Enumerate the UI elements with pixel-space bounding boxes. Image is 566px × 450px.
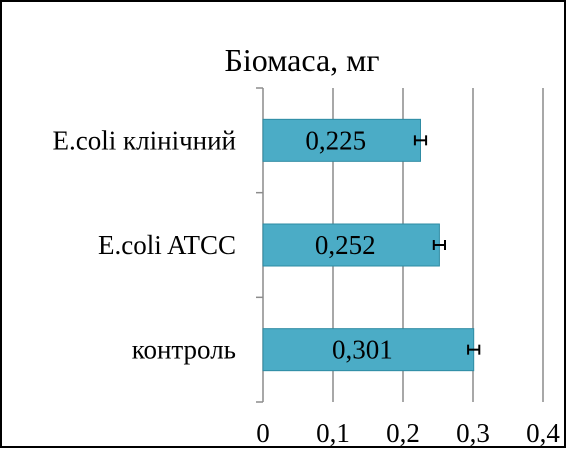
data-label: 0,252	[315, 230, 376, 260]
bar	[262, 328, 475, 372]
y-axis	[256, 87, 264, 403]
category-label: контроль	[132, 335, 236, 365]
bars	[262, 118, 481, 372]
data-label: 0,301	[332, 335, 393, 365]
bar	[262, 223, 440, 267]
category-label: E.coli ATCC	[98, 230, 236, 260]
data-label: 0,225	[305, 125, 366, 155]
x-tick-label: 0,4	[526, 418, 560, 448]
labels: 0 0,1 0,2 0,3 0,4 0,225 E.coli клінічний 0,252 E…	[53, 125, 561, 448]
x-tick-label: 0,1	[316, 418, 350, 448]
x-tick-label: 0,2	[386, 418, 420, 448]
chart-title: Біомаса, мг	[224, 42, 379, 78]
category-label: E.coli клінічний	[53, 125, 236, 155]
x-tick-label: 0	[256, 418, 270, 448]
x-tick-label: 0,3	[456, 418, 490, 448]
